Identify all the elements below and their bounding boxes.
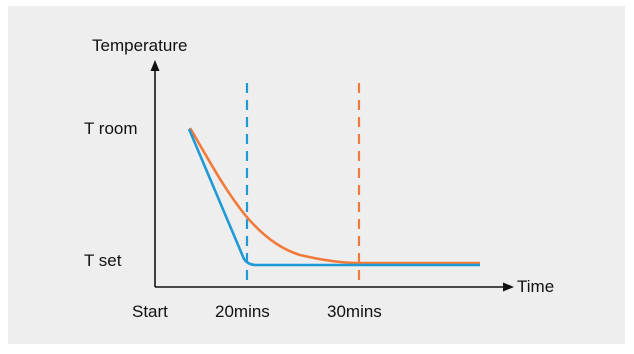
x-axis-label: Time — [517, 277, 554, 296]
y-tick-label-room: T room — [84, 119, 138, 138]
y-tick-label-set: T set — [84, 251, 122, 270]
series-orange-curve — [188, 127, 480, 265]
y-axis-arrow — [150, 60, 160, 71]
y-axis-label: Temperature — [92, 36, 187, 55]
x-axis-arrow — [503, 282, 514, 292]
series-blue-curve — [187, 128, 480, 267]
x-tick-label-20mins: 20mins — [215, 302, 270, 321]
axes — [150, 60, 514, 292]
x-tick-label-30mins: 30mins — [327, 302, 382, 321]
x-tick-label-start: Start — [132, 302, 168, 321]
